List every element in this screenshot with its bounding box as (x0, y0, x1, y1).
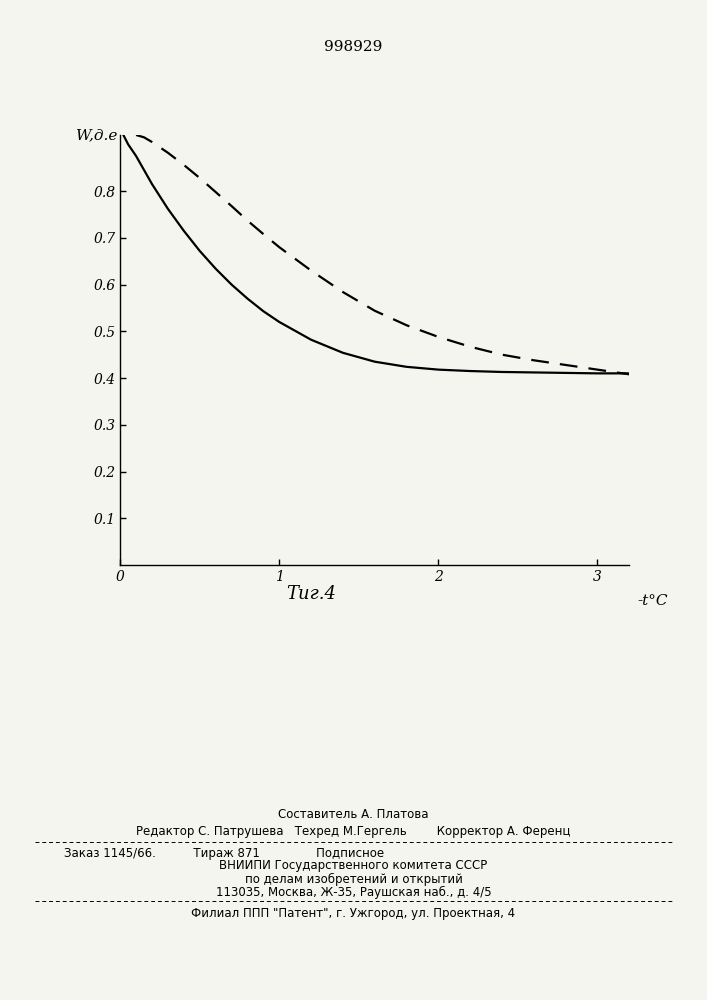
Text: -t°C: -t°C (637, 594, 667, 608)
Text: Филиал ППП "Патент", г. Ужгород, ул. Проектная, 4: Филиал ППП "Патент", г. Ужгород, ул. Про… (192, 908, 515, 920)
Text: Составитель А. Платова: Составитель А. Платова (279, 808, 428, 822)
Text: 998929: 998929 (325, 40, 382, 54)
Text: Заказ 1145/66.          Тираж 871               Подписное: Заказ 1145/66. Тираж 871 Подписное (64, 846, 384, 859)
Text: 113035, Москва, Ж-35, Раушская наб., д. 4/5: 113035, Москва, Ж-35, Раушская наб., д. … (216, 885, 491, 899)
Text: по делам изобретений и открытий: по делам изобретений и открытий (245, 872, 462, 886)
Text: ВНИИПИ Государственного комитета СССР: ВНИИПИ Государственного комитета СССР (219, 859, 488, 872)
Text: W,д.е: W,д.е (76, 128, 117, 142)
Text: Редактор С. Патрушева   Техред М.Гергель        Корректор А. Ференц: Редактор С. Патрушева Техред М.Гергель К… (136, 826, 571, 838)
Text: Τиг.4: Τиг.4 (286, 585, 336, 603)
